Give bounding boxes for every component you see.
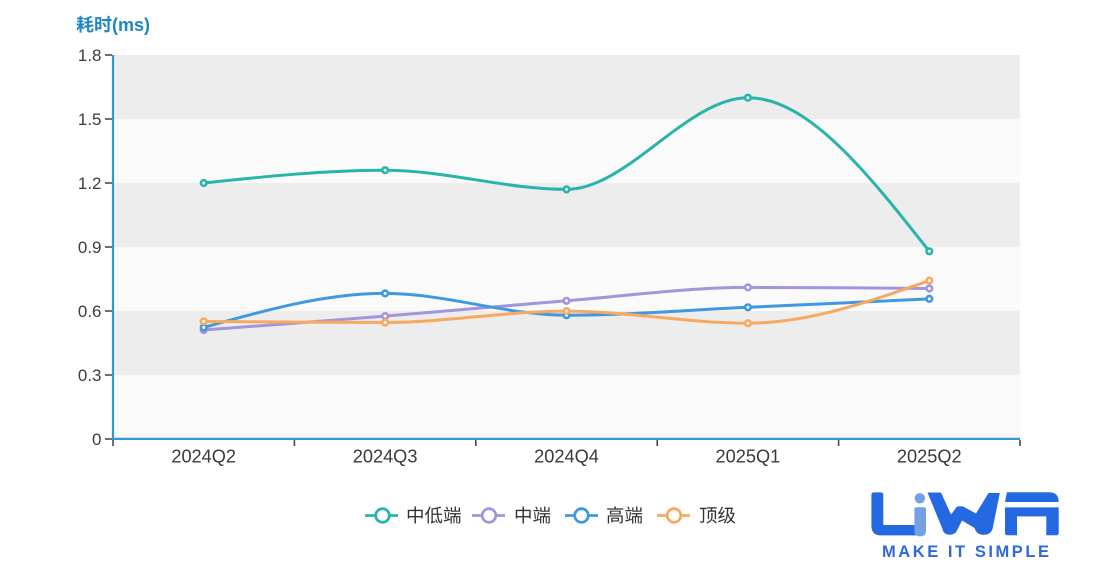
svg-text:1.2: 1.2 [78,174,102,193]
svg-text:MAKE IT SIMPLE: MAKE IT SIMPLE [882,543,1052,561]
svg-text:0.9: 0.9 [78,238,102,257]
svg-text:2024Q4: 2024Q4 [534,447,599,467]
svg-text:2025Q2: 2025Q2 [897,447,962,467]
svg-text:1.5: 1.5 [78,110,102,129]
svg-text:0.3: 0.3 [78,366,102,385]
svg-text:0.6: 0.6 [78,302,102,321]
svg-text:2024Q3: 2024Q3 [353,447,418,467]
svg-text:2024Q2: 2024Q2 [171,447,236,467]
svg-text:0: 0 [92,430,101,449]
svg-text:2025Q1: 2025Q1 [716,447,781,467]
svg-text:1.8: 1.8 [78,46,102,65]
svg-text:(ms): (ms) [112,15,150,35]
